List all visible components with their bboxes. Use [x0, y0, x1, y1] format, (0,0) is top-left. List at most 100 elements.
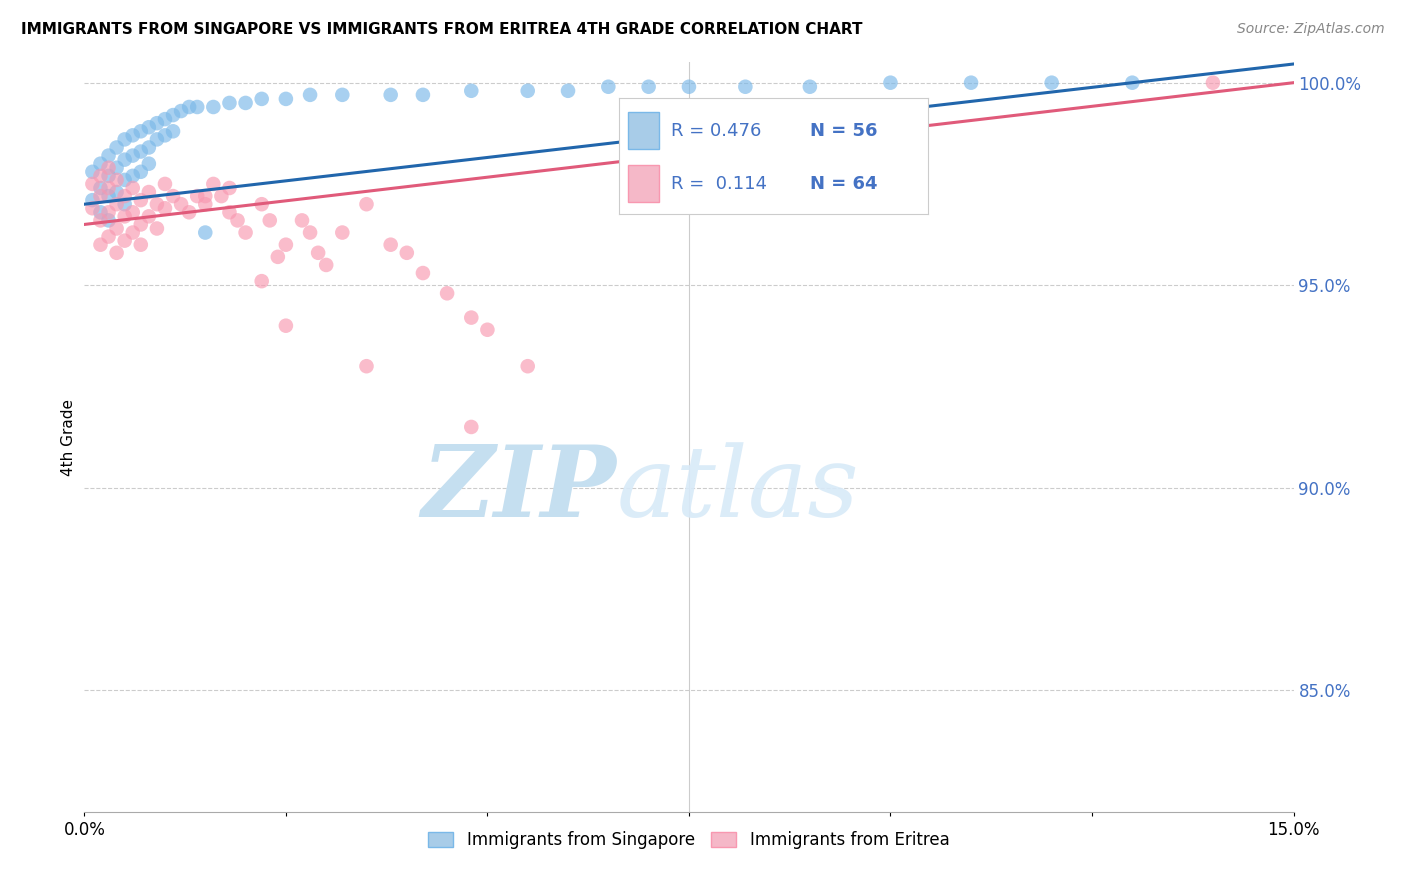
Point: [129, 218, 152, 232]
Point: [105, 245, 128, 260]
Point: [97, 148, 120, 162]
Point: [114, 234, 136, 248]
Point: [259, 213, 281, 227]
Point: [105, 185, 128, 199]
Point: [97, 181, 120, 195]
Point: [114, 210, 136, 224]
Point: [162, 189, 184, 203]
Point: [121, 205, 143, 219]
Point: [153, 112, 176, 127]
Point: [516, 84, 538, 98]
Point: [105, 221, 128, 235]
Point: [146, 132, 169, 146]
Point: [153, 177, 176, 191]
Point: [89, 181, 111, 195]
Point: [1202, 76, 1225, 90]
Point: [82, 201, 104, 215]
Point: [460, 420, 482, 434]
Point: [1121, 76, 1143, 90]
Point: [218, 205, 240, 219]
Point: [194, 189, 217, 203]
Point: [82, 165, 104, 179]
Point: [121, 128, 143, 143]
Point: [179, 205, 201, 219]
Point: [734, 79, 756, 94]
Point: [105, 197, 128, 211]
Point: [678, 79, 700, 94]
Point: [557, 448, 579, 462]
Point: [146, 197, 169, 211]
Point: [274, 92, 297, 106]
Point: [356, 359, 378, 374]
Point: [226, 213, 249, 227]
Point: [299, 87, 322, 102]
Point: [460, 84, 482, 98]
Point: [121, 181, 143, 195]
Text: ZIP: ZIP: [422, 442, 616, 538]
Point: [250, 92, 273, 106]
Point: [97, 213, 120, 227]
Point: [412, 266, 434, 280]
Point: [960, 76, 983, 90]
Point: [235, 95, 257, 110]
Point: [146, 221, 169, 235]
Point: [121, 226, 143, 240]
Point: [153, 128, 176, 143]
Point: [153, 201, 176, 215]
Point: [89, 189, 111, 203]
Point: [637, 79, 659, 94]
Point: [250, 274, 273, 288]
Point: [799, 79, 821, 94]
Point: [194, 226, 217, 240]
Point: [89, 237, 111, 252]
Point: [97, 161, 120, 175]
Text: IMMIGRANTS FROM SINGAPORE VS IMMIGRANTS FROM ERITREA 4TH GRADE CORRELATION CHART: IMMIGRANTS FROM SINGAPORE VS IMMIGRANTS …: [21, 22, 863, 37]
Point: [202, 100, 225, 114]
Point: [330, 87, 353, 102]
Point: [97, 205, 120, 219]
Point: [170, 103, 193, 118]
Point: [412, 87, 434, 102]
Point: [460, 310, 482, 325]
Point: [89, 169, 111, 183]
Point: [274, 318, 297, 333]
Point: [138, 157, 160, 171]
Point: [380, 237, 402, 252]
Point: [105, 161, 128, 175]
Point: [291, 213, 314, 227]
Point: [129, 165, 152, 179]
Point: [105, 173, 128, 187]
Point: [114, 153, 136, 167]
Point: [267, 250, 290, 264]
Point: [179, 100, 201, 114]
Point: [395, 245, 418, 260]
Point: [97, 229, 120, 244]
Point: [121, 169, 143, 183]
Point: [162, 108, 184, 122]
Point: [138, 185, 160, 199]
Text: Source: ZipAtlas.com: Source: ZipAtlas.com: [1237, 22, 1385, 37]
Point: [97, 189, 120, 203]
Point: [274, 237, 297, 252]
Point: [218, 95, 240, 110]
Point: [879, 76, 901, 90]
Point: [477, 323, 499, 337]
Point: [356, 197, 378, 211]
Point: [114, 189, 136, 203]
Point: [315, 258, 337, 272]
Point: [250, 197, 273, 211]
Point: [516, 359, 538, 374]
Point: [114, 173, 136, 187]
Legend: Immigrants from Singapore, Immigrants from Eritrea: Immigrants from Singapore, Immigrants fr…: [422, 824, 956, 855]
Point: [380, 87, 402, 102]
Point: [129, 237, 152, 252]
Y-axis label: 4th Grade: 4th Grade: [60, 399, 76, 475]
Point: [82, 177, 104, 191]
Point: [97, 169, 120, 183]
Point: [1040, 76, 1063, 90]
Point: [186, 100, 208, 114]
Text: R = 0.476: R = 0.476: [671, 121, 762, 139]
Point: [436, 286, 458, 301]
Point: [114, 197, 136, 211]
Point: [146, 116, 169, 130]
